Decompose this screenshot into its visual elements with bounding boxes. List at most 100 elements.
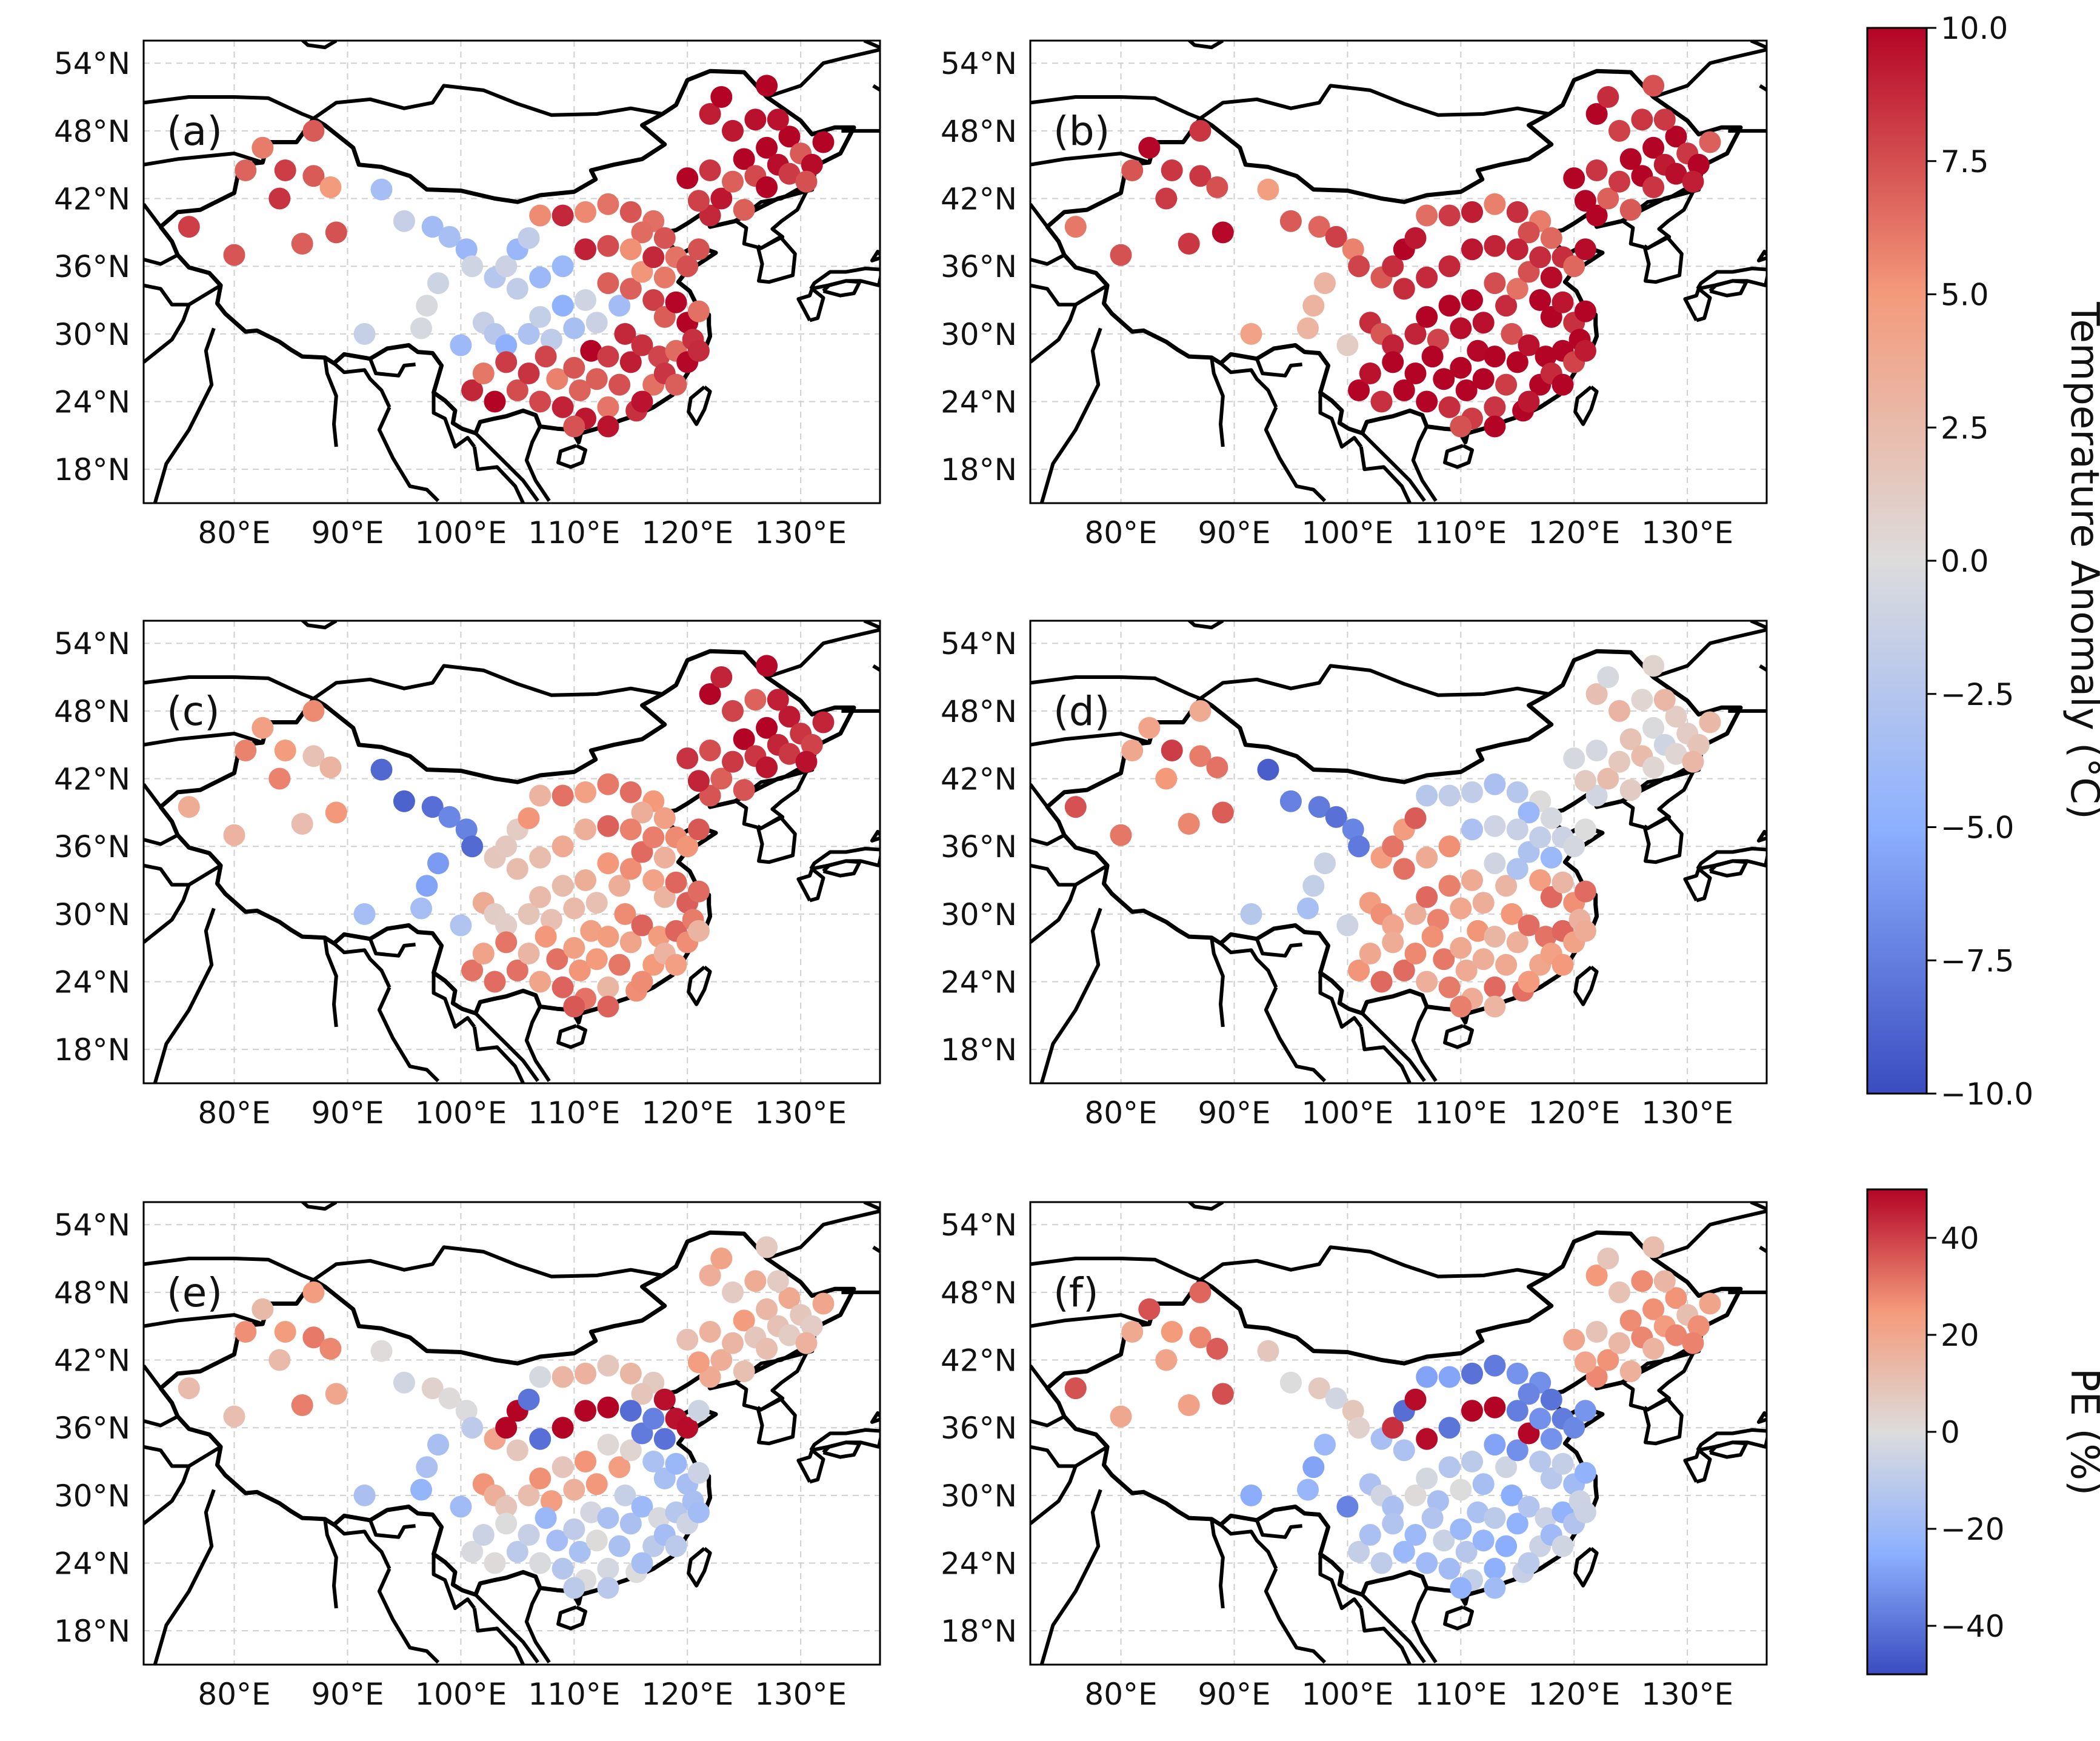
y-tick-label: 54°N: [54, 1208, 130, 1243]
y-tick-label: 18°N: [54, 1614, 130, 1649]
station-point: [1484, 815, 1506, 837]
neighbor-border: [144, 1414, 179, 1428]
y-tick-label: 30°N: [54, 1479, 130, 1514]
station-point: [614, 903, 636, 925]
neighbor-border: [1255, 938, 1302, 958]
station-point: [1314, 852, 1336, 875]
station-point: [410, 1479, 432, 1501]
station-point: [699, 204, 721, 227]
coastline: [735, 187, 808, 250]
y-tick-label: 36°N: [54, 249, 130, 284]
station-point: [1342, 818, 1364, 841]
neighbor-border: [1653, 1209, 1767, 1260]
y-tick-label: 48°N: [941, 114, 1017, 149]
station-point: [744, 1270, 767, 1292]
coastline: [1756, 250, 1767, 262]
station-point: [699, 1321, 721, 1343]
coastline: [1443, 1024, 1474, 1049]
station-point: [1189, 1326, 1212, 1349]
neighbor-border: [1039, 327, 1102, 503]
station-point: [722, 700, 744, 722]
station-point: [619, 1512, 642, 1535]
station-point: [1206, 756, 1228, 778]
neighbor-border: [144, 202, 162, 228]
station-point: [1574, 920, 1596, 942]
station-point: [1450, 415, 1472, 438]
station-point: [687, 1351, 710, 1374]
x-tick-label: 100°E: [415, 515, 507, 550]
station-point: [421, 1377, 444, 1400]
station-point: [1404, 1484, 1427, 1506]
station-point: [722, 170, 744, 193]
coastline: [1728, 1290, 1767, 1294]
station-point: [1653, 109, 1676, 131]
x-tick-label: 90°E: [1198, 1095, 1270, 1131]
neighbor-border: [524, 1006, 551, 1082]
x-tick-label: 100°E: [1301, 515, 1393, 550]
coastline: [1759, 1245, 1767, 1254]
station-point: [631, 801, 653, 824]
station-point: [1585, 784, 1608, 807]
station-point: [535, 1507, 557, 1529]
station-point: [1665, 743, 1687, 765]
coastline: [1759, 84, 1767, 92]
coastline: [1443, 444, 1474, 469]
station-point: [291, 813, 313, 835]
station-point: [1064, 796, 1087, 818]
station-point: [1597, 187, 1619, 210]
station-point: [1665, 1287, 1687, 1309]
neighbor-border: [1199, 84, 1550, 120]
colorbar-tick-label: 2.5: [1941, 410, 1989, 446]
station-point: [1540, 1467, 1562, 1489]
neighbor-border: [144, 863, 222, 887]
station-point: [1518, 334, 1540, 356]
station-point: [1467, 920, 1489, 942]
station-point: [1687, 1315, 1710, 1337]
coastline: [1573, 965, 1599, 1006]
neighbor-border: [1030, 1364, 1049, 1389]
station-point: [546, 1529, 568, 1552]
coastline: [687, 965, 712, 1006]
station-point: [518, 943, 540, 964]
x-tick-label: 120°E: [1528, 515, 1620, 550]
station-point: [597, 396, 619, 418]
coastline: [863, 41, 880, 50]
station-point: [552, 255, 574, 278]
station-point: [325, 801, 347, 824]
station-point: [1308, 796, 1330, 818]
coastline: [809, 266, 880, 291]
station-point: [619, 1400, 642, 1422]
station-point: [535, 346, 557, 368]
station-point: [552, 784, 574, 807]
station-point: [223, 244, 245, 266]
station-point: [597, 1557, 619, 1580]
station-point: [1484, 995, 1506, 1018]
station-point: [223, 824, 245, 846]
neighbor-border: [1030, 1313, 1150, 1328]
y-tick-label: 54°N: [54, 626, 130, 661]
station-point: [1484, 1577, 1506, 1599]
station-point: [1438, 835, 1461, 858]
neighbor-border: [1030, 1445, 1108, 1468]
station-point: [495, 1495, 518, 1518]
station-point: [733, 199, 755, 221]
station-point: [1279, 210, 1302, 232]
station-point: [1359, 363, 1381, 384]
neighbor-border: [472, 1608, 525, 1665]
station-point: [1348, 835, 1370, 858]
y-tick-label: 42°N: [54, 182, 130, 217]
station-point: [1155, 767, 1178, 790]
station-point: [597, 1396, 619, 1419]
station-point: [1608, 700, 1630, 722]
station-point: [1529, 1408, 1552, 1430]
station-point: [597, 193, 619, 215]
station-point: [1642, 136, 1665, 159]
station-point: [575, 1362, 596, 1385]
coastline: [1696, 1428, 1767, 1452]
station-point: [1506, 351, 1528, 373]
neighbor-border: [1361, 1593, 1426, 1664]
station-point: [495, 931, 518, 954]
station-point: [1279, 1371, 1302, 1394]
x-tick-label: 90°E: [1198, 515, 1270, 550]
station-point: [1455, 1540, 1478, 1563]
